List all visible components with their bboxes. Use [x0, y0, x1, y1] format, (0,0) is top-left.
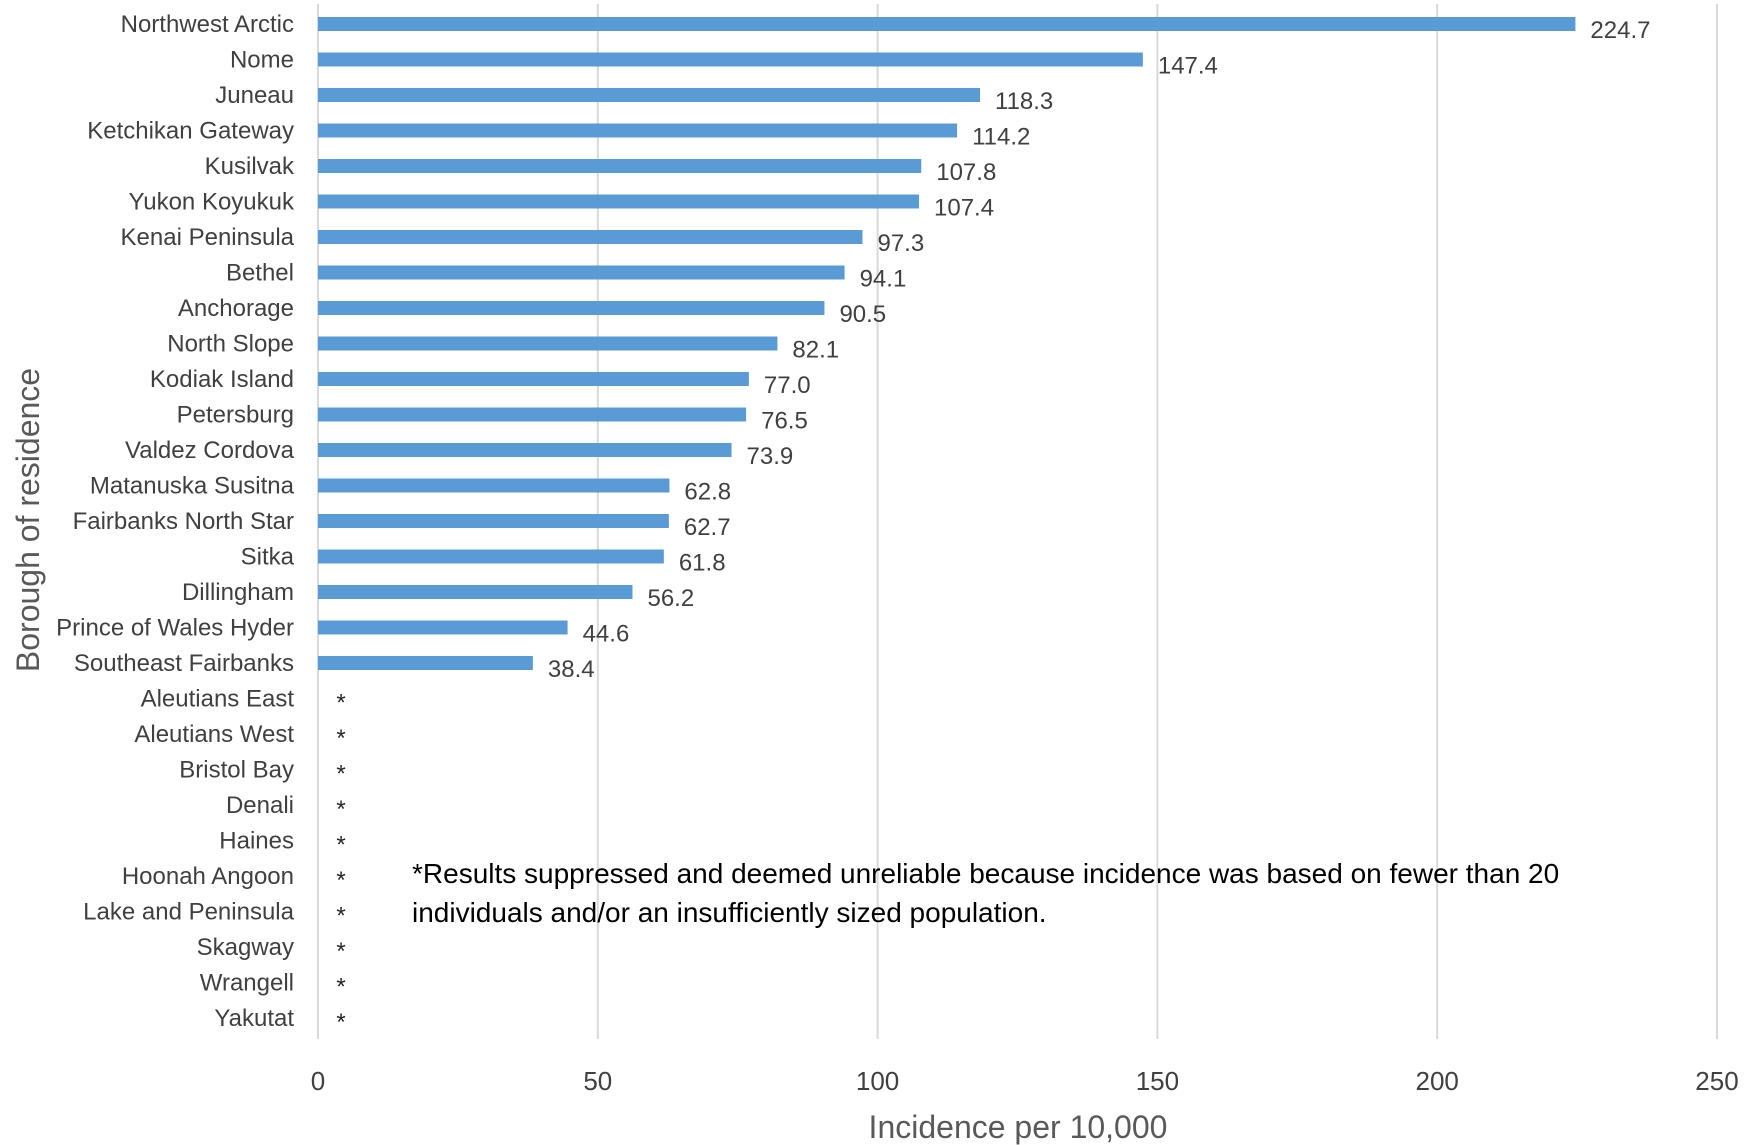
bar: [318, 585, 633, 599]
bar: [318, 52, 1143, 67]
footnote-line-2: individuals and/or an insufficiently siz…: [412, 897, 1047, 928]
category-label: Aleutians West: [134, 721, 294, 748]
data-label: 107.8: [936, 159, 996, 186]
category-label: Ketchikan Gateway: [87, 118, 294, 145]
category-label: Lake and Peninsula: [83, 899, 294, 926]
bar: [318, 265, 845, 280]
category-label: Matanuska Susitna: [90, 473, 295, 500]
category-labels: Northwest Arctic Nome Juneau Ketchikan Gate…: [56, 11, 295, 1032]
bar: [318, 159, 922, 173]
data-label: 97.3: [877, 230, 924, 257]
data-label: 62.7: [684, 514, 731, 541]
suppressed-marker: *: [336, 761, 345, 788]
bar: [318, 88, 981, 102]
category-label: Valdez Cordova: [125, 437, 295, 464]
data-label: 44.6: [583, 621, 630, 648]
data-label: 107.4: [934, 195, 994, 222]
bar: [318, 17, 1576, 31]
category-label: Anchorage: [178, 295, 294, 322]
bar: [318, 549, 664, 564]
category-label: North Slope: [167, 331, 294, 358]
category-label: Bethel: [226, 260, 294, 287]
category-label: Juneau: [215, 82, 294, 109]
data-label: 90.5: [839, 301, 886, 328]
category-label: Denali: [226, 792, 294, 819]
category-label: Hoonah Angoon: [122, 863, 294, 890]
category-label: Wrangell: [200, 970, 294, 997]
suppressed-marker: *: [336, 867, 345, 894]
data-label: 76.5: [761, 408, 808, 435]
bar: [318, 123, 958, 138]
suppressed-marker: *: [336, 974, 345, 1001]
suppressed-marker: *: [336, 832, 345, 859]
category-label: Fairbanks North Star: [73, 508, 294, 535]
bar: [318, 620, 568, 635]
data-label: 224.7: [1590, 17, 1650, 44]
data-label: 77.0: [764, 372, 811, 399]
data-label: 147.4: [1158, 53, 1218, 80]
category-label: Kenai Peninsula: [121, 224, 295, 251]
category-label: Sitka: [241, 544, 295, 571]
category-label: Bristol Bay: [179, 757, 294, 784]
x-tick-label: 250: [1695, 1066, 1738, 1096]
bar: [318, 656, 533, 670]
suppressed-marker: *: [336, 725, 345, 752]
suppressed-marker: *: [336, 1009, 345, 1036]
category-label: Yukon Koyukuk: [129, 189, 295, 216]
x-tick-label: 0: [311, 1066, 325, 1096]
suppressed-marker: *: [336, 690, 345, 717]
data-label: 73.9: [747, 443, 794, 470]
bars: [318, 17, 1576, 670]
data-label: 82.1: [792, 337, 839, 364]
bar: [318, 230, 863, 244]
bar: [318, 514, 669, 528]
bar: [318, 336, 778, 351]
category-label: Prince of Wales Hyder: [56, 615, 294, 642]
data-label: 118.3: [995, 88, 1053, 115]
data-label: 61.8: [679, 550, 726, 577]
x-tick-labels: 0 50 100 150 200 250: [311, 1066, 1739, 1096]
category-label: Nome: [230, 47, 294, 74]
data-label: 94.1: [860, 266, 907, 293]
data-label: 114.2: [972, 124, 1030, 151]
y-axis-title: Borough of residence: [10, 368, 46, 672]
bar: [318, 301, 825, 315]
data-label: 38.4: [548, 656, 595, 683]
bar: [318, 194, 920, 209]
category-label: Kusilvak: [205, 153, 295, 180]
category-label: Aleutians East: [141, 686, 295, 713]
suppressed-marker: *: [336, 903, 345, 930]
x-tick-label: 150: [1136, 1066, 1179, 1096]
suppressed-marker: *: [336, 796, 345, 823]
category-label: Haines: [219, 828, 294, 855]
category-label: Yakutat: [214, 1005, 294, 1032]
x-tick-label: 200: [1416, 1066, 1459, 1096]
bar: [318, 407, 747, 422]
suppressed-marker: *: [336, 938, 345, 965]
x-tick-label: 100: [856, 1066, 899, 1096]
data-labels: 224.7 147.4 118.3 114.2 107.8 107.4 97.3 94.1 90…: [336, 17, 1650, 1036]
category-label: Southeast Fairbanks: [74, 650, 294, 677]
gridlines: [317, 4, 1718, 1039]
category-label: Kodiak Island: [150, 366, 294, 393]
x-tick-label: 50: [583, 1066, 612, 1096]
data-label: 62.8: [684, 479, 731, 506]
category-label: Northwest Arctic: [121, 11, 294, 38]
bar: [318, 372, 749, 386]
data-label: 56.2: [647, 585, 694, 612]
bar: [318, 443, 732, 457]
bar: [318, 478, 670, 493]
x-axis-title: Incidence per 10,000: [869, 1109, 1168, 1145]
category-label: Petersburg: [177, 402, 294, 429]
category-label: Skagway: [197, 934, 294, 961]
footnote-line-1: *Results suppressed and deemed unreliabl…: [412, 858, 1559, 889]
category-label: Dillingham: [182, 579, 294, 606]
